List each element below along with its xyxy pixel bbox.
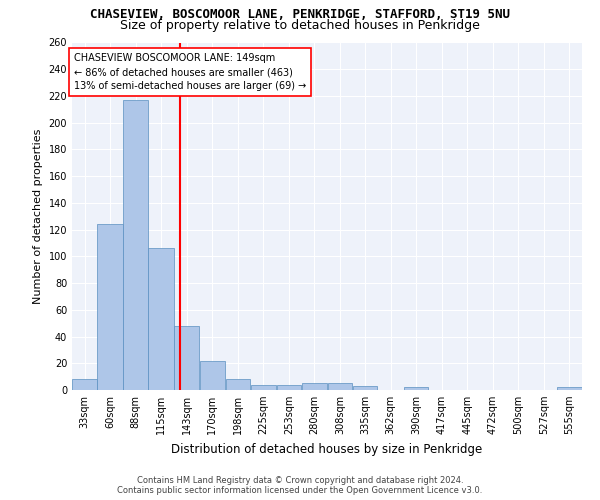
Bar [199, 360, 225, 390]
Y-axis label: Number of detached properties: Number of detached properties [33, 128, 43, 304]
Bar [277, 384, 301, 390]
Text: CHASEVIEW, BOSCOMOOR LANE, PENKRIDGE, STAFFORD, ST19 5NU: CHASEVIEW, BOSCOMOOR LANE, PENKRIDGE, ST… [90, 8, 510, 20]
Text: CHASEVIEW BOSCOMOOR LANE: 149sqm
← 86% of detached houses are smaller (463)
13% : CHASEVIEW BOSCOMOOR LANE: 149sqm ← 86% o… [74, 53, 306, 91]
Text: Contains HM Land Registry data © Crown copyright and database right 2024.
Contai: Contains HM Land Registry data © Crown c… [118, 476, 482, 495]
Text: Size of property relative to detached houses in Penkridge: Size of property relative to detached ho… [120, 18, 480, 32]
Bar [251, 384, 276, 390]
Bar [97, 224, 123, 390]
Bar [226, 380, 250, 390]
Bar [353, 386, 377, 390]
Bar [72, 380, 97, 390]
Bar [328, 384, 352, 390]
Bar [302, 384, 327, 390]
Bar [148, 248, 174, 390]
Bar [557, 388, 582, 390]
X-axis label: Distribution of detached houses by size in Penkridge: Distribution of detached houses by size … [172, 442, 482, 456]
Bar [404, 388, 428, 390]
Bar [175, 326, 199, 390]
Bar [124, 100, 148, 390]
